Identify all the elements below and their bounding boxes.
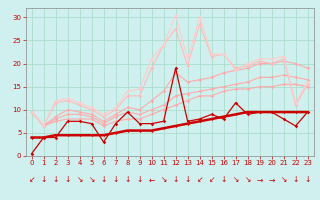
Text: ↘: ↘ [88, 175, 95, 184]
Text: ↙: ↙ [28, 175, 35, 184]
Text: ↘: ↘ [232, 175, 239, 184]
Text: ←: ← [148, 175, 155, 184]
Text: ↓: ↓ [52, 175, 59, 184]
Text: ↓: ↓ [220, 175, 227, 184]
Text: →: → [256, 175, 263, 184]
Text: ↓: ↓ [40, 175, 47, 184]
Text: ↙: ↙ [196, 175, 203, 184]
Text: ↓: ↓ [112, 175, 119, 184]
Text: ↘: ↘ [76, 175, 83, 184]
Text: ↘: ↘ [280, 175, 287, 184]
Text: ↓: ↓ [184, 175, 191, 184]
Text: →: → [268, 175, 275, 184]
Text: ↘: ↘ [160, 175, 167, 184]
Text: ↙: ↙ [208, 175, 215, 184]
Text: ↓: ↓ [136, 175, 143, 184]
Text: ↓: ↓ [292, 175, 299, 184]
Text: ↓: ↓ [124, 175, 131, 184]
Text: ↓: ↓ [304, 175, 311, 184]
Text: ↓: ↓ [100, 175, 107, 184]
Text: ↓: ↓ [64, 175, 71, 184]
Text: ↓: ↓ [172, 175, 179, 184]
Text: ↘: ↘ [244, 175, 251, 184]
